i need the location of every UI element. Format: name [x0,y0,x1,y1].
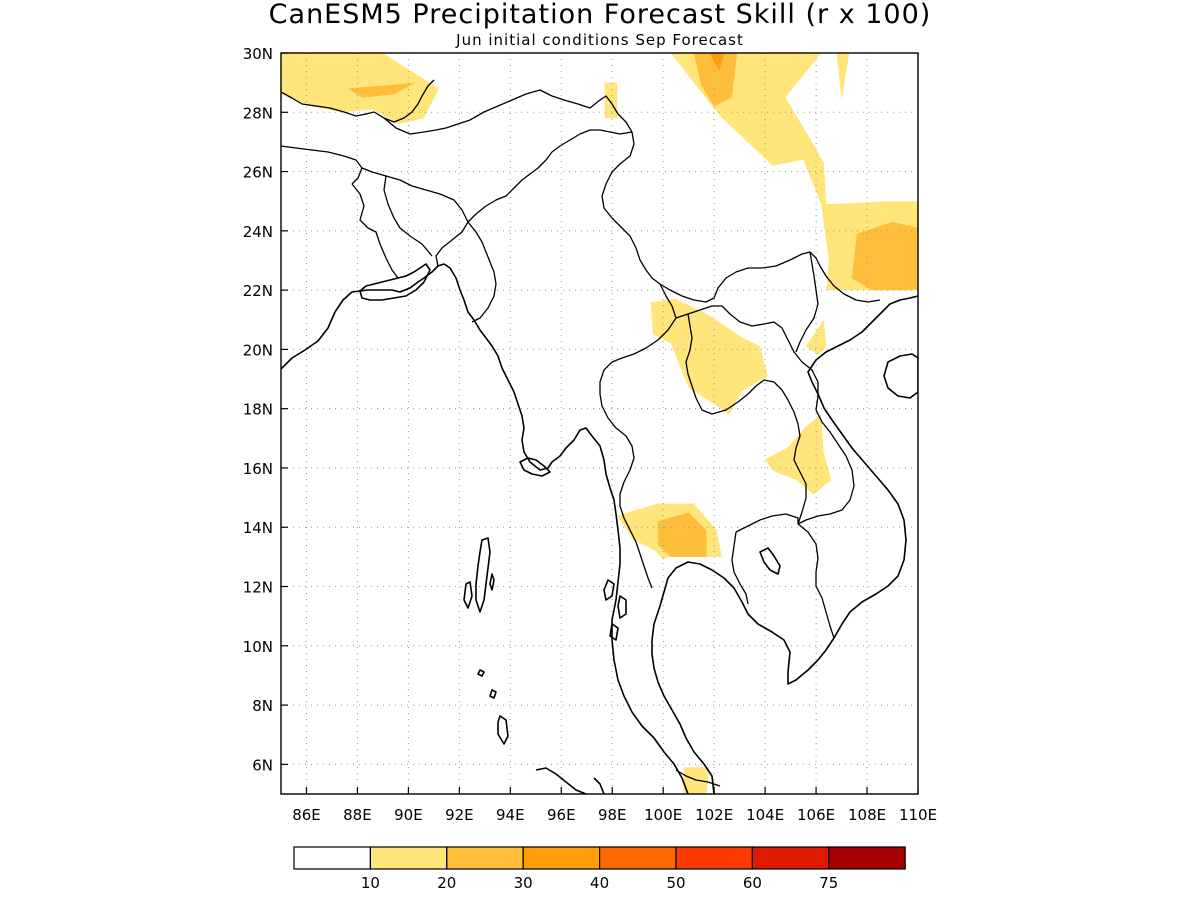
lat-lon-gridlines [281,53,918,794]
skill-region-10-10 [765,414,832,495]
latitude-ticks: 6N 8N 10N 12N 14N 16N 18N 20N 22N 24N 26N 28N 30N [243,45,288,774]
y-tick-label: 6N [252,756,273,774]
colorbar-label: 75 [819,874,838,892]
x-tick-label: 106E [797,806,835,824]
colorbar-label: 30 [514,874,533,892]
skill-region-20-12 [658,512,707,557]
y-tick-label: 20N [243,341,273,359]
x-tick-label: 100E [644,806,682,824]
coastline-layer [281,263,918,794]
colorbar-label: 40 [590,874,609,892]
y-tick-label: 10N [243,638,273,656]
colorbar-swatch [522,846,601,870]
y-tick-label: 28N [243,104,273,122]
skill-region-20-1 [347,82,416,98]
plot-frame [280,52,919,795]
colorbar-swatch [751,846,830,870]
skill-region-20-5 [693,53,738,107]
x-tick-label: 88E [343,806,372,824]
y-tick-label: 16N [243,460,273,478]
colorbar-swatch [446,846,524,870]
skill-region-10-9 [805,319,827,356]
country-border-layer [281,79,881,787]
colorbar: 10 20 30 40 50 60 75 [293,846,906,892]
x-tick-label: 104E [746,806,784,824]
y-tick-label: 8N [252,697,273,715]
colorbar-swatch [675,846,754,870]
chart-subtitle: Jun initial conditions Sep Forecast [455,31,744,49]
y-tick-label: 30N [243,45,273,63]
y-tick-label: 18N [243,401,273,419]
y-tick-label: 24N [243,223,273,241]
skill-region-30-6 [709,53,725,71]
y-tick-label: 26N [243,164,273,182]
skill-region-20-7 [851,221,918,291]
skill-region-10-3 [670,53,918,291]
y-tick-label: 12N [243,579,273,597]
x-tick-label: 102E [695,806,733,824]
x-tick-label: 110E [899,806,937,824]
longitude-ticks: 86E 88E 90E 92E 94E 96E 98E 100E 102E 104E 106E 108… [292,787,937,824]
colorbar-label: 10 [361,874,380,892]
x-tick-label: 94E [496,806,525,824]
y-tick-label: 22N [243,282,273,300]
x-tick-label: 92E [445,806,474,824]
x-tick-label: 96E [547,806,576,824]
colorbar-label: 20 [437,874,456,892]
colorbar-swatch [369,846,448,870]
colorbar-swatch [293,846,372,870]
skill-region-10-2 [604,82,618,119]
colorbar-label: 50 [666,874,685,892]
x-tick-label: 90E [394,806,423,824]
x-tick-label: 98E [598,806,627,824]
colorbar-swatch [828,846,906,870]
colorbar-swatch [598,846,677,870]
colorbar-label: 60 [743,874,762,892]
x-tick-label: 86E [292,806,321,824]
skill-region-10-4 [836,53,850,101]
chart-title: CanESM5 Precipitation Forecast Skill (r … [269,0,932,30]
y-tick-label: 14N [243,519,273,537]
x-tick-label: 108E [848,806,886,824]
skill-region-10-8 [650,299,768,415]
